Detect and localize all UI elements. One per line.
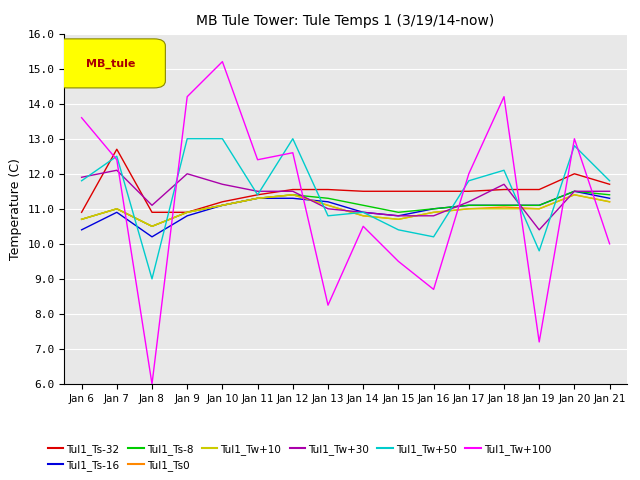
Title: MB Tule Tower: Tule Temps 1 (3/19/14-now): MB Tule Tower: Tule Temps 1 (3/19/14-now…	[196, 14, 495, 28]
FancyBboxPatch shape	[56, 39, 165, 88]
Legend: Tul1_Ts-32, Tul1_Ts-16, Tul1_Ts-8, Tul1_Ts0, Tul1_Tw+10, Tul1_Tw+30, Tul1_Tw+50,: Tul1_Ts-32, Tul1_Ts-16, Tul1_Ts-8, Tul1_…	[44, 439, 556, 475]
Y-axis label: Temperature (C): Temperature (C)	[9, 158, 22, 260]
Text: MB_tule: MB_tule	[86, 58, 136, 69]
